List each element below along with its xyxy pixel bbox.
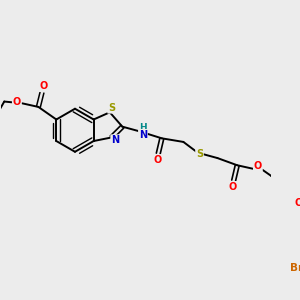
Text: N: N [111, 135, 119, 145]
Text: H: H [139, 123, 147, 132]
Text: O: O [153, 155, 161, 165]
Text: S: S [108, 103, 115, 113]
Text: O: O [254, 161, 262, 171]
Text: O: O [40, 81, 48, 91]
Text: O: O [229, 182, 237, 192]
Text: N: N [139, 130, 147, 140]
Text: Br: Br [290, 263, 300, 274]
Text: O: O [13, 97, 21, 106]
Text: S: S [196, 149, 203, 160]
Text: O: O [294, 198, 300, 208]
